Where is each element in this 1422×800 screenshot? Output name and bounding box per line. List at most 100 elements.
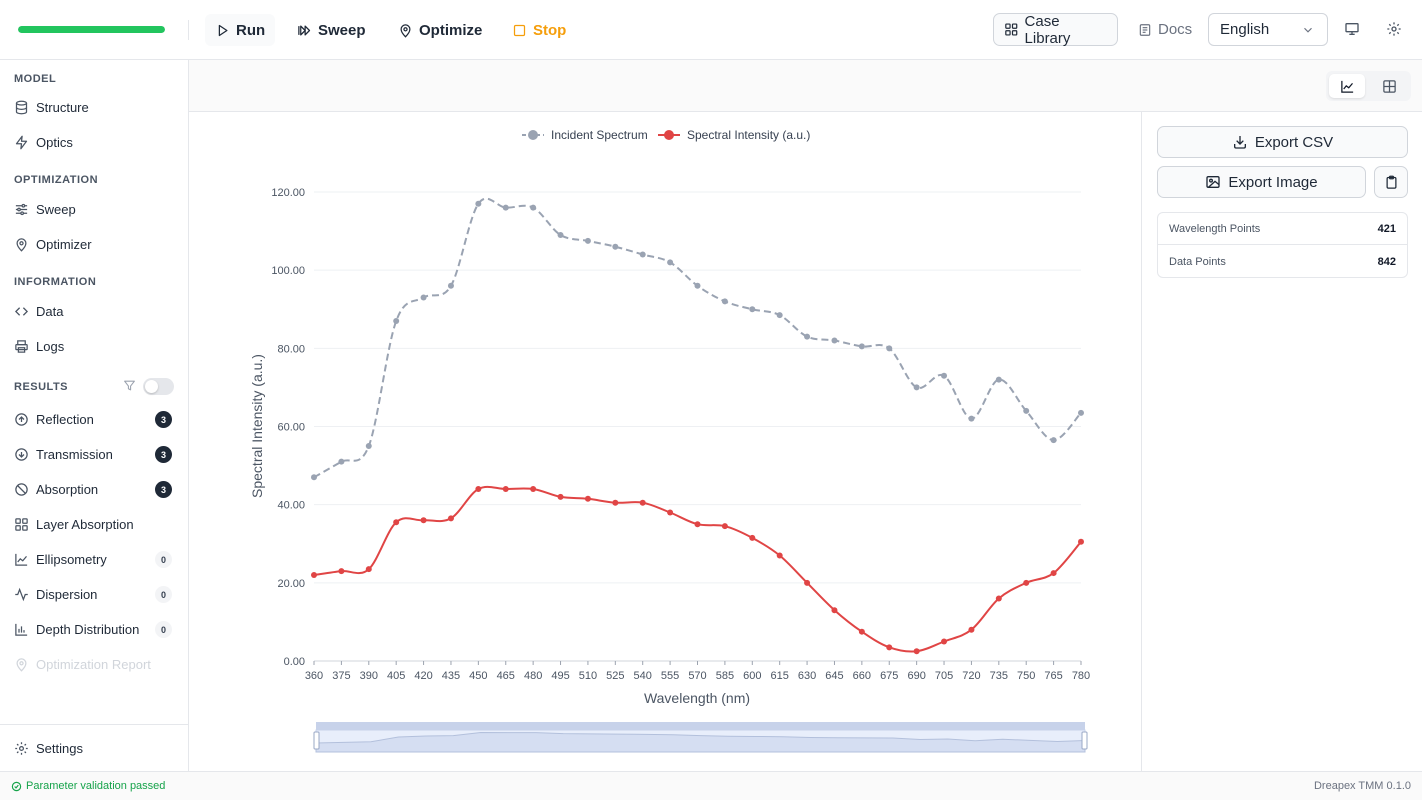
sidebar-item-logs[interactable]: Logs — [14, 334, 176, 358]
data-point[interactable] — [475, 486, 482, 493]
data-point[interactable] — [557, 493, 564, 500]
export-image-button[interactable]: Export Image — [1157, 166, 1366, 198]
data-point[interactable] — [776, 312, 783, 319]
data-point[interactable] — [694, 521, 701, 528]
monitor-button[interactable] — [1341, 18, 1363, 40]
legend-label[interactable]: Incident Spectrum — [551, 128, 648, 142]
filter-icon[interactable] — [123, 379, 136, 392]
data-point[interactable] — [338, 568, 345, 575]
run-button[interactable]: Run — [205, 14, 276, 46]
data-point[interactable] — [858, 343, 865, 350]
data-point[interactable] — [639, 499, 646, 506]
table-view-button[interactable] — [1371, 74, 1407, 98]
zoom-handle-left[interactable] — [313, 731, 320, 750]
copy-button[interactable] — [1374, 166, 1408, 198]
stop-button[interactable]: Stop — [502, 14, 576, 46]
sidebar-item-reflection[interactable]: Reflection 3 — [14, 407, 176, 431]
chart-view-button[interactable] — [1329, 74, 1365, 98]
data-point[interactable] — [365, 443, 372, 450]
zoom-slider-handle-bar[interactable] — [316, 722, 1085, 730]
data-point[interactable] — [694, 282, 701, 289]
data-point[interactable] — [968, 415, 975, 422]
data-point[interactable] — [584, 495, 591, 502]
sweep-button[interactable]: Sweep — [287, 14, 376, 46]
legend-label[interactable]: Spectral Intensity (a.u.) — [687, 128, 810, 142]
sidebar-item-settings[interactable]: Settings — [14, 736, 176, 760]
data-point[interactable] — [612, 243, 619, 250]
data-point[interactable] — [311, 572, 317, 579]
data-point[interactable] — [721, 523, 728, 530]
data-point[interactable] — [393, 519, 400, 526]
data-point[interactable] — [1078, 409, 1084, 416]
data-point[interactable] — [886, 644, 893, 651]
sidebar-item-optics[interactable]: Optics — [14, 130, 176, 154]
data-point[interactable] — [968, 626, 975, 633]
data-point[interactable] — [639, 251, 646, 258]
data-point[interactable] — [1050, 437, 1057, 444]
data-point[interactable] — [804, 579, 811, 586]
data-point[interactable] — [612, 499, 619, 506]
data-point[interactable] — [584, 237, 591, 244]
data-point[interactable] — [1078, 538, 1084, 545]
data-point[interactable] — [667, 509, 674, 516]
data-point[interactable] — [667, 259, 674, 266]
data-point[interactable] — [530, 486, 537, 493]
data-point[interactable] — [1050, 570, 1057, 577]
data-point[interactable] — [311, 474, 317, 481]
data-point[interactable] — [776, 552, 783, 559]
data-point[interactable] — [804, 333, 811, 340]
square-icon — [513, 24, 526, 36]
docs-button[interactable]: Docs — [1128, 13, 1202, 46]
data-point[interactable] — [913, 384, 920, 391]
data-point[interactable] — [447, 282, 454, 289]
zoom-slider[interactable] — [313, 722, 1088, 753]
sidebar-item-absorption[interactable]: Absorption 3 — [14, 477, 176, 501]
data-point[interactable] — [530, 204, 537, 211]
data-point[interactable] — [475, 200, 482, 207]
data-point[interactable] — [721, 298, 728, 305]
data-point[interactable] — [393, 317, 400, 324]
progress-fill — [18, 26, 165, 33]
data-point[interactable] — [502, 204, 509, 211]
y-tick-label: 20.00 — [277, 578, 305, 590]
language-select[interactable]: English — [1208, 13, 1328, 46]
sidebar-item-dispersion[interactable]: Dispersion 0 — [14, 582, 176, 606]
data-point[interactable] — [1023, 407, 1030, 414]
data-point[interactable] — [995, 376, 1002, 383]
export-csv-button[interactable]: Export CSV — [1157, 126, 1408, 158]
data-point[interactable] — [557, 231, 564, 238]
data-point[interactable] — [502, 486, 509, 493]
data-point[interactable] — [886, 345, 893, 352]
x-tick-label: 690 — [907, 670, 925, 682]
case-library-button[interactable]: Case Library — [993, 13, 1118, 47]
sidebar-item-optimizer[interactable]: Optimizer — [14, 232, 176, 256]
sidebar-item-sweep[interactable]: Sweep — [14, 197, 176, 221]
sidebar-item-structure[interactable]: Structure — [14, 95, 176, 119]
data-point[interactable] — [1023, 579, 1030, 586]
data-point[interactable] — [941, 372, 948, 379]
data-point[interactable] — [420, 517, 427, 524]
data-point[interactable] — [447, 515, 454, 522]
data-point[interactable] — [858, 628, 865, 635]
document-icon — [1139, 23, 1151, 36]
data-point[interactable] — [941, 638, 948, 645]
optimize-button[interactable]: Optimize — [388, 14, 492, 46]
data-point[interactable] — [420, 294, 427, 301]
data-point[interactable] — [831, 607, 838, 614]
data-point[interactable] — [913, 648, 920, 655]
settings-button[interactable] — [1383, 18, 1405, 40]
data-point[interactable] — [365, 566, 372, 573]
sidebar-item-depth-distribution[interactable]: Depth Distribution 0 — [14, 617, 176, 641]
zoom-handle-right[interactable] — [1081, 731, 1088, 750]
data-point[interactable] — [995, 595, 1002, 602]
sidebar-item-layer-absorption[interactable]: Layer Absorption — [14, 512, 176, 536]
sidebar-item-data[interactable]: Data — [14, 299, 176, 323]
data-point[interactable] — [749, 306, 756, 313]
data-point[interactable] — [338, 458, 345, 465]
sidebar-item-transmission[interactable]: Transmission 3 — [14, 442, 176, 466]
results-filter-toggle[interactable] — [143, 378, 174, 395]
data-point[interactable] — [831, 337, 838, 344]
sidebar-item-label: Settings — [36, 740, 83, 756]
sidebar-item-ellipsometry[interactable]: Ellipsometry 0 — [14, 547, 176, 571]
data-point[interactable] — [749, 534, 756, 541]
